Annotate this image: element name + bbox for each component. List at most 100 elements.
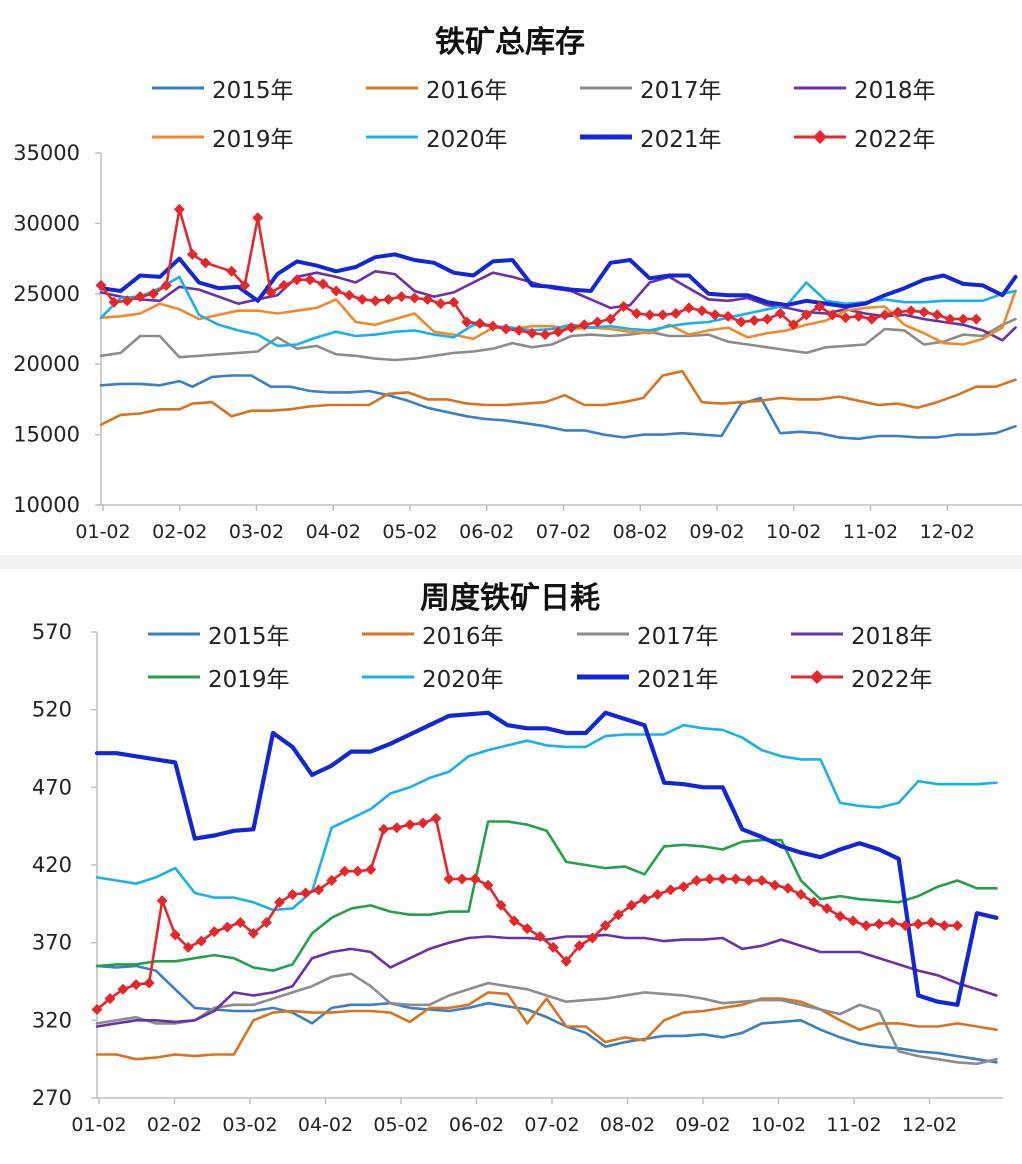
series-line-2015: [99, 374, 1017, 441]
data-point-2022: [526, 327, 538, 339]
data-point-2022: [748, 315, 760, 327]
x-tick-label: 07-02: [536, 521, 591, 543]
data-point-2022: [709, 309, 721, 321]
series-line-2017: [95, 972, 998, 1066]
x-tick-label: 08-02: [600, 1114, 655, 1136]
data-point-2022: [117, 983, 129, 995]
data-point-2022: [612, 909, 624, 921]
data-point-2022: [500, 323, 512, 335]
legend-item-2019: 2019年: [152, 127, 294, 153]
data-point-2022: [905, 305, 917, 317]
data-point-2022: [417, 817, 429, 829]
x-tick-label: 02-02: [152, 521, 207, 543]
data-point-2022: [547, 941, 559, 953]
data-point-2022: [404, 819, 416, 831]
data-point-2022: [769, 879, 781, 891]
data-point-2022: [160, 279, 172, 291]
data-point-2022: [860, 920, 872, 932]
y-tick-label: 570: [32, 620, 72, 644]
data-point-2022: [443, 873, 455, 885]
data-point-2022: [339, 865, 351, 877]
legend-item-2021: 2021年: [580, 127, 722, 153]
series-group: [95, 203, 1018, 441]
data-point-2022: [422, 293, 434, 305]
x-tick-label: 09-02: [689, 521, 744, 543]
data-point-2022: [743, 875, 755, 887]
chart-title: 铁矿总库存: [435, 25, 585, 60]
data-point-2022: [599, 920, 611, 932]
x-tick-label: 11-02: [843, 521, 898, 543]
data-point-2022: [853, 310, 865, 322]
series-line-2015: [95, 964, 998, 1064]
data-point-2022: [265, 286, 277, 298]
legend: 2015年 2016年 2017年 2018年 2019年 2020年 2021年 2022年: [152, 78, 936, 153]
data-point-2022: [278, 279, 290, 291]
data-point-2022: [221, 921, 233, 933]
data-point-2022: [435, 298, 447, 310]
y-tick-label: 370: [32, 931, 72, 955]
data-point-2022: [482, 879, 494, 891]
data-point-2022: [287, 889, 299, 901]
y-tick-label: 25000: [13, 282, 80, 306]
axes: 35000 30000 25000 20000 15000 10000 01-02 02-02…: [13, 141, 1022, 543]
data-point-2022: [717, 873, 729, 885]
x-tick-label: 08-02: [613, 521, 668, 543]
legend-label: 2015年: [212, 78, 294, 104]
data-point-2022: [821, 902, 833, 914]
data-point-2022: [234, 916, 246, 928]
inventory-chart: 铁矿总库存 2015年 2016年 2017年 2018年 2019年 2020年 2021…: [13, 25, 1022, 543]
data-point-2022: [300, 887, 312, 899]
data-point-2022: [944, 313, 956, 325]
data-point-2022: [469, 873, 481, 885]
x-tick-label: 01-02: [71, 1114, 126, 1136]
legend-label: 2017年: [637, 624, 719, 650]
x-tick-label: 03-02: [229, 521, 284, 543]
data-point-2022: [670, 308, 682, 320]
series-line-2017: [99, 317, 1017, 362]
legend-label: 2020年: [422, 667, 504, 693]
data-point-2022: [639, 893, 651, 905]
legend-label: 2020年: [426, 127, 508, 153]
data-point-2022: [95, 279, 107, 291]
series-line-2016: [99, 369, 1017, 427]
y-tick-label: 20000: [13, 352, 80, 376]
data-point-2022: [774, 308, 786, 320]
data-point-2022: [787, 319, 799, 331]
x-tick-label: 12-02: [920, 521, 975, 543]
data-point-2022: [735, 316, 747, 328]
legend-label: 2021年: [637, 667, 719, 693]
data-point-2022: [130, 979, 142, 991]
data-point-2022: [652, 889, 664, 901]
data-point-2022: [391, 822, 403, 834]
series-line-2022: [95, 817, 959, 1011]
data-point-2022: [691, 875, 703, 887]
legend-item-2017: 2017年: [577, 624, 719, 650]
data-point-2022: [304, 274, 316, 286]
data-point-2022: [808, 896, 820, 908]
data-point-2022: [591, 316, 603, 328]
y-tick-label: 470: [32, 775, 72, 799]
legend-item-2018: 2018年: [794, 78, 936, 104]
data-point-2022: [448, 296, 460, 308]
data-point-2022: [827, 309, 839, 321]
data-point-2022: [657, 309, 669, 321]
x-tick-label: 11-02: [826, 1114, 881, 1136]
data-point-2022: [378, 823, 390, 835]
data-point-2022: [730, 873, 742, 885]
data-point-2022: [195, 935, 207, 947]
legend-item-2019: 2019年: [148, 667, 290, 693]
series-line-2018: [95, 933, 998, 1028]
legend-item-2020: 2020年: [362, 667, 504, 693]
data-point-2022: [565, 322, 577, 334]
data-point-2022: [456, 873, 468, 885]
y-tick-label: 30000: [13, 211, 80, 235]
data-point-2022: [925, 916, 937, 928]
data-point-2022: [840, 312, 852, 324]
data-point-2022: [586, 932, 598, 944]
data-point-2022: [186, 248, 198, 260]
x-tick-label: 05-02: [382, 521, 437, 543]
data-point-2022: [369, 295, 381, 307]
data-point-2022: [696, 305, 708, 317]
data-point-2022: [395, 291, 407, 303]
data-point-2022: [208, 926, 220, 938]
